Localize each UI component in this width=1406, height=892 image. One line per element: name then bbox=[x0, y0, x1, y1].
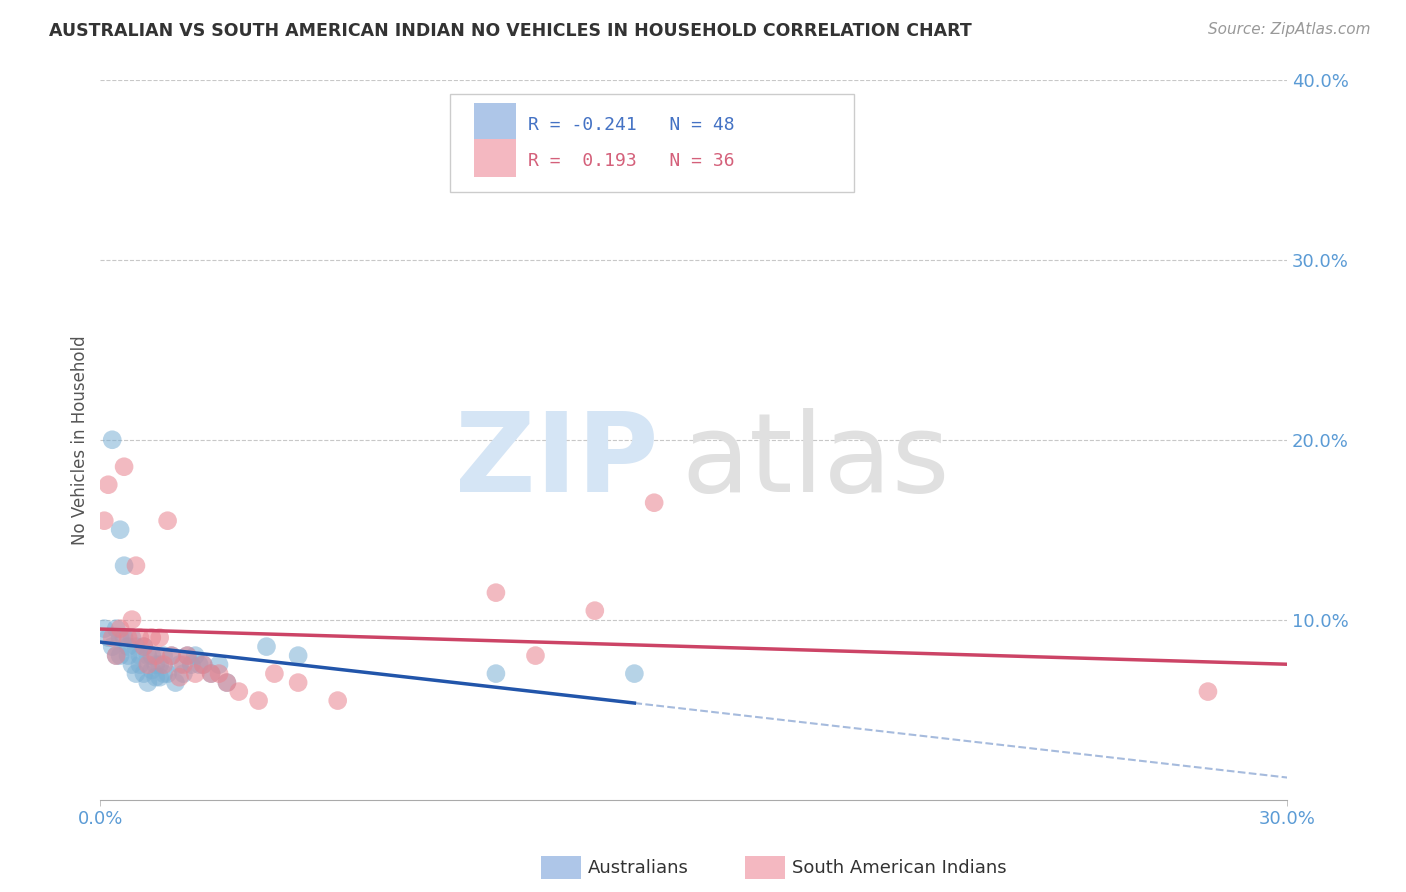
Point bbox=[149, 670, 172, 684]
Y-axis label: No Vehicles in Household: No Vehicles in Household bbox=[72, 334, 89, 544]
Point bbox=[112, 459, 135, 474]
Point bbox=[136, 657, 159, 672]
Point bbox=[105, 622, 128, 636]
Point bbox=[101, 640, 124, 654]
Point bbox=[136, 648, 159, 663]
Point bbox=[176, 648, 198, 663]
Point bbox=[623, 666, 645, 681]
Point bbox=[193, 657, 215, 672]
Text: South American Indians: South American Indians bbox=[792, 859, 1007, 877]
Point bbox=[169, 657, 191, 672]
Point bbox=[112, 558, 135, 573]
Point bbox=[121, 613, 143, 627]
Point bbox=[485, 666, 508, 681]
Point bbox=[105, 648, 128, 663]
Point bbox=[215, 675, 238, 690]
Point bbox=[105, 648, 128, 663]
Bar bbox=[474, 139, 516, 178]
Point bbox=[200, 666, 222, 681]
Point bbox=[200, 666, 222, 681]
Point bbox=[145, 670, 167, 684]
Point bbox=[643, 496, 665, 510]
Point bbox=[228, 684, 250, 698]
Text: atlas: atlas bbox=[682, 408, 950, 515]
Point bbox=[125, 640, 148, 654]
Point bbox=[247, 693, 270, 707]
Point bbox=[287, 675, 309, 690]
Point bbox=[101, 631, 124, 645]
Point bbox=[169, 670, 191, 684]
Point bbox=[172, 666, 194, 681]
Point bbox=[97, 477, 120, 491]
Point bbox=[132, 640, 155, 654]
Text: AUSTRALIAN VS SOUTH AMERICAN INDIAN NO VEHICLES IN HOUSEHOLD CORRELATION CHART: AUSTRALIAN VS SOUTH AMERICAN INDIAN NO V… bbox=[49, 22, 972, 40]
Point bbox=[208, 666, 231, 681]
Point bbox=[152, 657, 174, 672]
Point bbox=[132, 666, 155, 681]
Point bbox=[97, 631, 120, 645]
Point bbox=[136, 675, 159, 690]
FancyBboxPatch shape bbox=[450, 95, 853, 192]
Point bbox=[117, 648, 139, 663]
Point bbox=[160, 648, 183, 663]
Point bbox=[156, 514, 179, 528]
Bar bbox=[474, 103, 516, 141]
Point bbox=[180, 657, 202, 672]
Point bbox=[125, 558, 148, 573]
Point bbox=[129, 657, 152, 672]
Point bbox=[165, 675, 187, 690]
Point bbox=[524, 648, 547, 663]
Point bbox=[326, 693, 349, 707]
Point bbox=[141, 663, 163, 677]
Point bbox=[101, 433, 124, 447]
Point bbox=[108, 631, 131, 645]
Point bbox=[117, 631, 139, 645]
Point bbox=[184, 666, 207, 681]
Point bbox=[1197, 684, 1219, 698]
Point bbox=[263, 666, 285, 681]
Point bbox=[215, 675, 238, 690]
Point bbox=[141, 648, 163, 663]
Point bbox=[287, 648, 309, 663]
Point bbox=[208, 657, 231, 672]
Point bbox=[149, 631, 172, 645]
Text: Australians: Australians bbox=[588, 859, 689, 877]
Point bbox=[108, 648, 131, 663]
Point bbox=[160, 648, 183, 663]
Point bbox=[485, 585, 508, 599]
Point bbox=[132, 640, 155, 654]
Text: Source: ZipAtlas.com: Source: ZipAtlas.com bbox=[1208, 22, 1371, 37]
Point bbox=[156, 666, 179, 681]
Point bbox=[141, 631, 163, 645]
Text: ZIP: ZIP bbox=[454, 408, 658, 515]
Point bbox=[583, 604, 606, 618]
Point bbox=[112, 631, 135, 645]
Point bbox=[184, 648, 207, 663]
Point bbox=[93, 514, 115, 528]
Point bbox=[129, 631, 152, 645]
Point bbox=[108, 523, 131, 537]
Point bbox=[108, 622, 131, 636]
Point bbox=[149, 657, 172, 672]
Point bbox=[256, 640, 278, 654]
Point bbox=[117, 640, 139, 654]
Point bbox=[193, 657, 215, 672]
Point bbox=[145, 648, 167, 663]
Text: R = -0.241   N = 48: R = -0.241 N = 48 bbox=[527, 116, 734, 135]
Point bbox=[125, 666, 148, 681]
Point bbox=[93, 622, 115, 636]
Point bbox=[145, 657, 167, 672]
Text: R =  0.193   N = 36: R = 0.193 N = 36 bbox=[527, 152, 734, 169]
Point bbox=[172, 657, 194, 672]
Point bbox=[176, 648, 198, 663]
Point bbox=[129, 648, 152, 663]
Point bbox=[152, 666, 174, 681]
Point bbox=[121, 657, 143, 672]
Point bbox=[152, 648, 174, 663]
Point bbox=[121, 631, 143, 645]
Point bbox=[188, 657, 211, 672]
